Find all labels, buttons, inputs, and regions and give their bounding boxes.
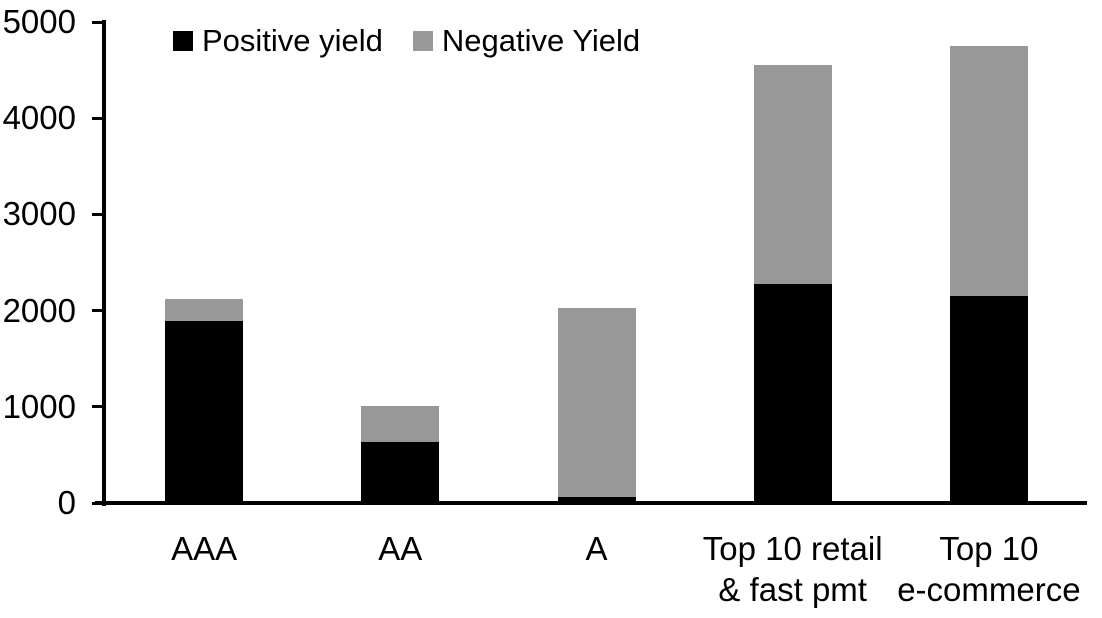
legend-item-positive-yield: Positive yield [173, 23, 383, 59]
x-axis-category-label: AAA [171, 530, 238, 567]
y-axis-tick-label: 0 [57, 484, 76, 521]
x-axis-category-label: AA [378, 530, 423, 567]
y-axis-line [102, 20, 106, 506]
y-axis-tick [92, 212, 106, 216]
bar-segment-positive-yield [753, 283, 832, 503]
bar-segment-positive-yield [949, 296, 1028, 503]
bar-segment-positive-yield [557, 497, 636, 503]
y-axis-tick-label: 2000 [2, 291, 76, 329]
negative-yield-swatch-icon [412, 31, 433, 51]
legend-item-negative-yield: Negative Yield [412, 23, 641, 59]
bar-segment-positive-yield [361, 442, 440, 503]
y-axis-tick-label: 5000 [2, 3, 76, 40]
bar-segment-negative-yield [753, 65, 832, 284]
bar-segment-negative-yield [361, 405, 440, 443]
y-axis-tick-label: 4000 [2, 99, 76, 137]
bar-segment-positive-yield [165, 321, 244, 503]
legend-label-negative-yield: Negative Yield [441, 23, 641, 58]
y-axis-tick-label: 3000 [2, 195, 76, 233]
bar-segment-negative-yield [165, 299, 244, 322]
legend-label-positive-yield: Positive yield [202, 23, 383, 58]
x-axis-category-label: Top 10 e-commerce [897, 530, 1081, 608]
y-axis-tick [92, 405, 106, 409]
positive-yield-swatch-icon [173, 31, 193, 51]
x-axis-line [95, 501, 1087, 505]
y-axis-tick [92, 116, 106, 120]
y-axis-tick [92, 309, 106, 313]
chart-legend: Positive yield Negative Yield [173, 21, 640, 61]
bar-segment-negative-yield [557, 307, 636, 498]
y-axis-tick-label: 1000 [2, 387, 76, 425]
y-axis-tick [92, 20, 106, 24]
x-axis-category-label: Top 10 retail & fast pmt [702, 530, 883, 608]
x-axis-category-label: A [585, 530, 608, 567]
bar-segment-negative-yield [949, 46, 1028, 297]
